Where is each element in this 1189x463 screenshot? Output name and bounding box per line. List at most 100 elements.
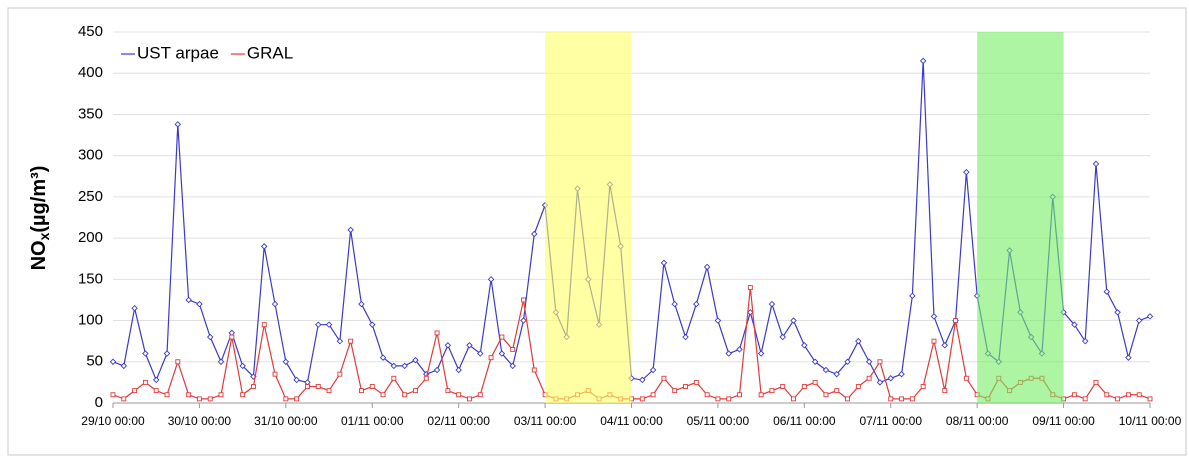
data-point (660, 259, 668, 267)
data-point (942, 388, 948, 394)
data-point (240, 392, 246, 398)
data-point (379, 354, 387, 361)
data-point (715, 396, 721, 402)
data-point (293, 376, 300, 384)
data-point (898, 370, 905, 378)
data-point (445, 388, 451, 394)
data-point (930, 313, 938, 320)
y-tick-label: 50 (86, 353, 103, 370)
data-point (1125, 354, 1132, 361)
data-point (132, 388, 138, 394)
data-point (649, 366, 657, 374)
data-point (736, 346, 743, 353)
data-point (434, 330, 440, 336)
data-point (650, 392, 656, 398)
data-point (1115, 396, 1121, 402)
x-tick-label: 05/11 00:00 (687, 414, 750, 428)
y-tick-label: 300 (78, 147, 103, 164)
data-point (790, 317, 797, 324)
data-point (455, 366, 462, 374)
data-point (326, 388, 332, 394)
data-point (920, 384, 926, 389)
data-point (639, 396, 645, 402)
data-point (186, 392, 192, 398)
data-point (855, 337, 862, 345)
data-point (747, 309, 754, 316)
data-point (876, 379, 884, 386)
x-tick-label: 04/11 00:00 (600, 414, 663, 428)
data-point (315, 321, 322, 328)
data-point (283, 396, 289, 402)
data-point (714, 317, 722, 324)
data-point (1081, 337, 1089, 345)
data-point (348, 338, 354, 344)
y-tick-label: 400 (78, 64, 103, 81)
data-point (294, 396, 300, 402)
data-point (152, 376, 160, 384)
data-point (218, 392, 224, 398)
data-point (726, 396, 732, 402)
data-point (909, 292, 916, 300)
data-point (791, 396, 796, 402)
data-point (1071, 321, 1078, 328)
y-tick-label: 100 (78, 312, 103, 329)
data-point (153, 388, 159, 394)
legend-label: GRAL (247, 43, 293, 62)
y-title-main: NO (28, 240, 50, 270)
data-point (671, 300, 678, 308)
data-point (467, 396, 472, 402)
y-title-unit: (µg/m³) (28, 166, 50, 233)
data-point (488, 355, 494, 361)
data-point (456, 392, 462, 398)
data-point (423, 375, 429, 381)
data-point (1104, 392, 1110, 398)
data-point (229, 334, 235, 340)
data-point (499, 334, 505, 340)
data-point (509, 362, 516, 370)
data-point (250, 384, 256, 389)
data-point (780, 384, 786, 389)
data-point (121, 396, 127, 402)
data-point (1103, 288, 1111, 295)
data-point (769, 388, 775, 394)
x-tick-label: 30/10 00:00 (168, 414, 232, 428)
data-point (801, 342, 808, 349)
data-point (510, 346, 516, 352)
data-point (811, 358, 819, 366)
data-point (779, 333, 786, 341)
data-point (844, 358, 851, 366)
data-point (315, 384, 321, 389)
data-point (823, 392, 829, 398)
x-tick-label: 31/10 00:00 (254, 414, 318, 428)
data-point (909, 396, 915, 402)
data-point (239, 362, 246, 370)
data-point (498, 350, 506, 357)
data-point (693, 300, 700, 308)
data-point (1135, 317, 1143, 324)
data-point (347, 226, 354, 234)
data-point (768, 300, 776, 308)
data-point (120, 362, 128, 370)
data-point (531, 230, 538, 238)
data-point (271, 300, 279, 308)
x-tick-label: 06/11 00:00 (773, 414, 836, 428)
data-point (131, 304, 138, 312)
data-point (747, 285, 753, 291)
data-point (704, 392, 710, 398)
data-point (877, 359, 883, 365)
data-point (402, 392, 408, 398)
chart-border (7, 7, 1187, 456)
data-point (931, 338, 937, 344)
data-point (185, 296, 192, 304)
data-point (1082, 396, 1088, 402)
data-point (757, 350, 765, 357)
data-point (369, 321, 376, 328)
data-point (358, 388, 364, 394)
data-point (1125, 392, 1131, 398)
data-point (304, 384, 310, 389)
data-point (639, 376, 646, 384)
data-point (703, 263, 711, 271)
data-point (477, 392, 483, 398)
data-point (272, 371, 278, 377)
y-tick-label: 350 (78, 105, 103, 122)
